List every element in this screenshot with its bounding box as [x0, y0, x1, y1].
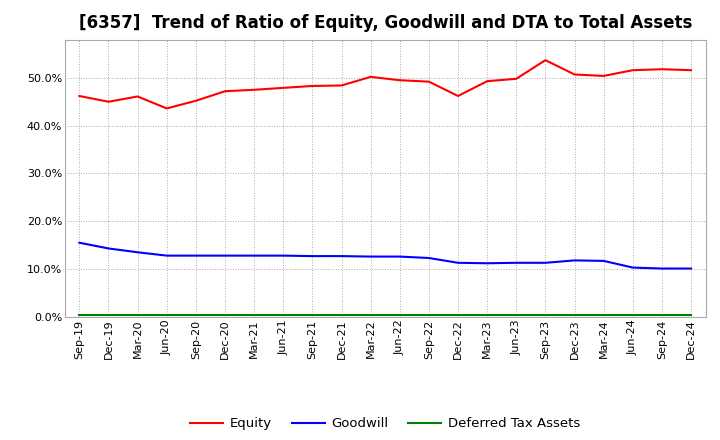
Equity	[250, 87, 258, 92]
Equity	[512, 76, 521, 81]
Goodwill	[163, 253, 171, 258]
Deferred Tax Assets	[395, 313, 404, 318]
Deferred Tax Assets	[512, 313, 521, 318]
Goodwill	[279, 253, 287, 258]
Goodwill	[454, 260, 462, 265]
Deferred Tax Assets	[425, 313, 433, 318]
Equity	[366, 74, 375, 80]
Equity	[570, 72, 579, 77]
Goodwill	[366, 254, 375, 259]
Goodwill	[192, 253, 200, 258]
Equity	[104, 99, 113, 104]
Goodwill	[395, 254, 404, 259]
Deferred Tax Assets	[570, 313, 579, 318]
Goodwill	[512, 260, 521, 265]
Deferred Tax Assets	[279, 313, 287, 318]
Equity	[192, 98, 200, 103]
Goodwill	[250, 253, 258, 258]
Goodwill	[337, 253, 346, 259]
Equity	[308, 83, 317, 88]
Equity	[279, 85, 287, 91]
Deferred Tax Assets	[657, 313, 666, 318]
Title: [6357]  Trend of Ratio of Equity, Goodwill and DTA to Total Assets: [6357] Trend of Ratio of Equity, Goodwil…	[78, 15, 692, 33]
Deferred Tax Assets	[599, 313, 608, 318]
Deferred Tax Assets	[104, 313, 113, 318]
Equity	[163, 106, 171, 111]
Equity	[541, 58, 550, 63]
Goodwill	[570, 258, 579, 263]
Goodwill	[657, 266, 666, 271]
Deferred Tax Assets	[163, 313, 171, 318]
Deferred Tax Assets	[220, 313, 229, 318]
Deferred Tax Assets	[366, 313, 375, 318]
Goodwill	[75, 240, 84, 246]
Deferred Tax Assets	[454, 313, 462, 318]
Deferred Tax Assets	[75, 313, 84, 318]
Equity	[220, 88, 229, 94]
Equity	[657, 66, 666, 72]
Goodwill	[425, 255, 433, 260]
Goodwill	[599, 258, 608, 264]
Deferred Tax Assets	[133, 313, 142, 318]
Deferred Tax Assets	[687, 313, 696, 318]
Goodwill	[104, 246, 113, 251]
Deferred Tax Assets	[308, 313, 317, 318]
Deferred Tax Assets	[192, 313, 200, 318]
Equity	[425, 79, 433, 84]
Equity	[337, 83, 346, 88]
Line: Equity: Equity	[79, 60, 691, 108]
Deferred Tax Assets	[337, 313, 346, 318]
Equity	[629, 68, 637, 73]
Goodwill	[483, 260, 492, 266]
Deferred Tax Assets	[483, 313, 492, 318]
Goodwill	[687, 266, 696, 271]
Deferred Tax Assets	[541, 313, 550, 318]
Equity	[133, 94, 142, 99]
Goodwill	[629, 265, 637, 270]
Line: Goodwill: Goodwill	[79, 243, 691, 268]
Deferred Tax Assets	[629, 313, 637, 318]
Equity	[395, 77, 404, 83]
Legend: Equity, Goodwill, Deferred Tax Assets: Equity, Goodwill, Deferred Tax Assets	[185, 412, 585, 436]
Equity	[599, 73, 608, 79]
Equity	[483, 78, 492, 84]
Goodwill	[133, 249, 142, 255]
Goodwill	[308, 253, 317, 259]
Equity	[687, 68, 696, 73]
Goodwill	[220, 253, 229, 258]
Equity	[75, 93, 84, 99]
Goodwill	[541, 260, 550, 265]
Deferred Tax Assets	[250, 313, 258, 318]
Equity	[454, 93, 462, 99]
